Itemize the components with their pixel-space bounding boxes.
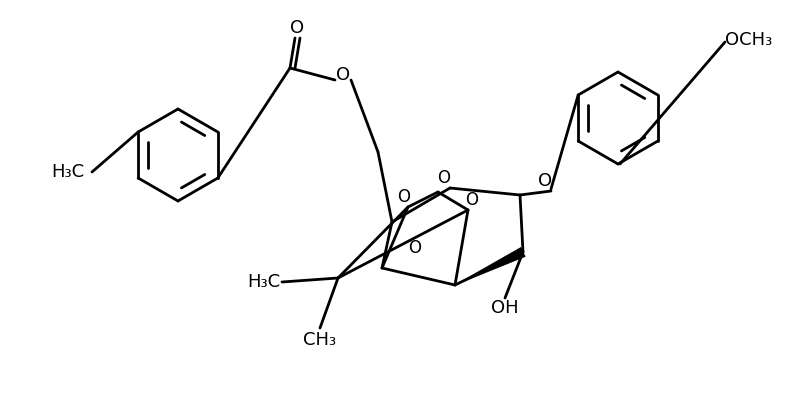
Text: H₃C: H₃C: [247, 273, 280, 291]
Text: O: O: [438, 169, 451, 187]
Text: H₃C: H₃C: [52, 163, 85, 181]
Text: OCH₃: OCH₃: [725, 31, 773, 49]
Text: OH: OH: [491, 299, 519, 317]
Text: O: O: [538, 172, 552, 190]
Text: O: O: [336, 66, 350, 84]
Text: O: O: [409, 239, 421, 257]
Text: O: O: [290, 19, 304, 37]
Text: O: O: [465, 191, 478, 209]
Text: O: O: [397, 188, 410, 206]
Text: CH₃: CH₃: [303, 331, 337, 349]
Polygon shape: [455, 248, 525, 285]
